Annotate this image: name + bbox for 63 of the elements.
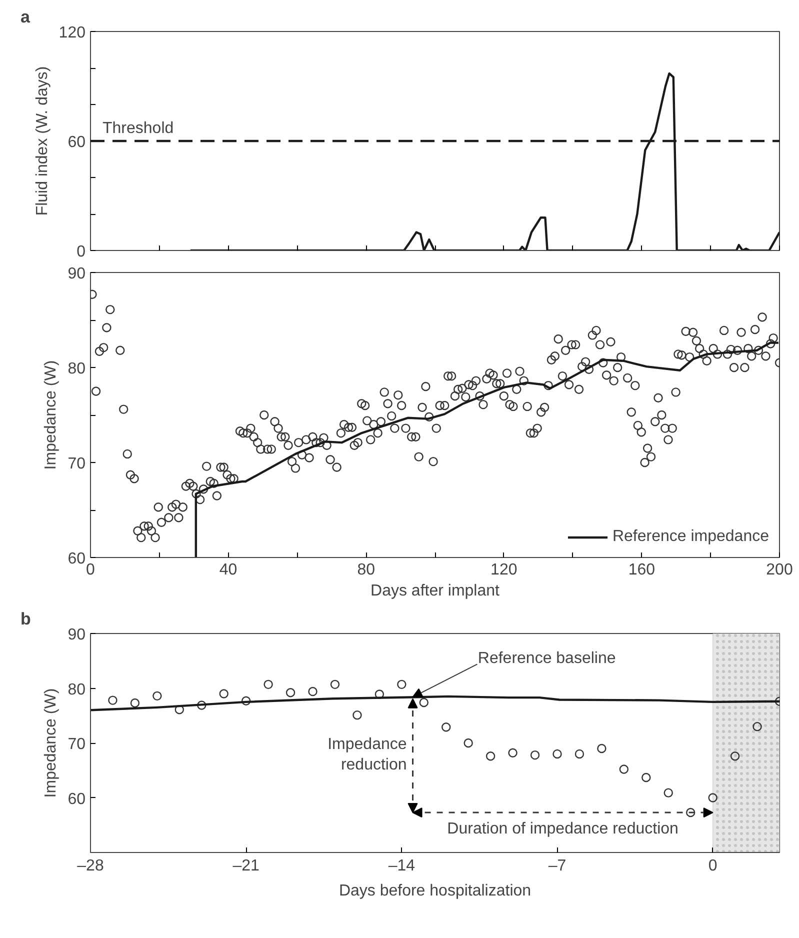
x-tick-label: –7 xyxy=(548,858,566,874)
legend-label: Reference impedance xyxy=(612,528,769,546)
point xyxy=(574,749,584,759)
x-tick-label: –28 xyxy=(77,858,104,874)
point xyxy=(130,698,140,708)
chart-title: b xyxy=(20,610,31,628)
point xyxy=(330,680,340,690)
x-tick-label: –21 xyxy=(232,858,260,874)
point xyxy=(597,744,606,754)
x-tick-label: 40 xyxy=(219,562,238,578)
x-axis-title: Days after implant xyxy=(370,582,500,600)
y-tick-label: 60 xyxy=(68,790,86,808)
point xyxy=(686,808,696,818)
point xyxy=(508,748,518,758)
point xyxy=(664,788,673,798)
y-tick-label: 0 xyxy=(76,244,86,260)
y-axis-title: Impedance (W) xyxy=(42,688,60,798)
x-tick-label: –14 xyxy=(388,858,416,874)
x-tick-label: 160 xyxy=(628,562,656,578)
x-axis-title: Days before hospitalization xyxy=(338,882,532,900)
x-tick-label: 200 xyxy=(766,562,793,578)
y-tick-label: 90 xyxy=(68,626,86,644)
point xyxy=(264,680,273,690)
y-axis-title: Impedance (W) xyxy=(42,360,60,470)
annotation: Impedance reduction xyxy=(328,736,407,774)
y-axis-title: Fluid index (W. days) xyxy=(34,66,51,216)
point xyxy=(152,691,162,701)
point xyxy=(552,749,562,759)
y-tick-label: 70 xyxy=(68,456,86,472)
ref-line-label: Threshold xyxy=(102,120,174,137)
chart-title: a xyxy=(20,8,30,26)
point xyxy=(197,700,206,710)
point xyxy=(286,688,296,698)
point xyxy=(419,698,428,708)
point xyxy=(219,689,228,698)
point xyxy=(730,752,740,761)
point xyxy=(397,680,406,690)
x-tick-label: 0 xyxy=(708,858,718,874)
point xyxy=(108,696,118,705)
point xyxy=(530,750,540,760)
point xyxy=(642,772,651,782)
point xyxy=(486,752,496,761)
point xyxy=(464,738,473,748)
y-tick-label: 80 xyxy=(68,360,86,378)
y-tick-label: 90 xyxy=(68,266,86,282)
point xyxy=(308,686,318,696)
point xyxy=(619,764,629,774)
point xyxy=(352,710,362,720)
line-series xyxy=(194,342,780,558)
annotation: Reference baseline xyxy=(478,650,616,668)
y-tick-label: 80 xyxy=(68,681,86,698)
y-tick-label: 70 xyxy=(68,736,86,753)
x-tick-label: 120 xyxy=(490,562,518,578)
y-tick-label: 60 xyxy=(68,134,86,151)
y-tick-label: 60 xyxy=(68,550,86,568)
annotation: Duration of impedance reduction xyxy=(447,820,678,838)
point xyxy=(241,696,251,706)
point xyxy=(374,690,384,699)
point xyxy=(442,722,451,732)
point xyxy=(708,793,718,802)
y-tick-label: 120 xyxy=(58,24,86,42)
x-tick-label: 80 xyxy=(357,562,376,578)
point xyxy=(752,722,762,732)
